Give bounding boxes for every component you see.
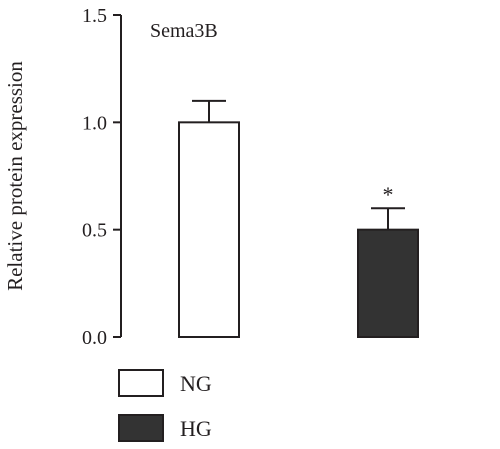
legend-swatch-ng: [118, 369, 164, 397]
bar-ng: [178, 121, 240, 339]
legend: NG HG: [118, 369, 212, 442]
legend-swatch-hg: [118, 414, 164, 442]
legend-label-ng: NG: [180, 371, 212, 396]
bar-hg: [357, 228, 419, 339]
y-tick-label: 0.5: [82, 220, 107, 242]
plot-area: 0.0 0.5 1.0 1.5 *: [82, 5, 419, 349]
y-tick-label: 0.0: [82, 327, 107, 349]
significance-marker: *: [383, 182, 394, 207]
y-tick-label: 1.0: [82, 112, 107, 134]
y-axis-label: Relative protein expression: [3, 61, 27, 291]
y-tick-label: 1.5: [82, 5, 107, 27]
chart-title: Sema3B: [150, 20, 218, 42]
legend-label-hg: HG: [180, 416, 212, 441]
